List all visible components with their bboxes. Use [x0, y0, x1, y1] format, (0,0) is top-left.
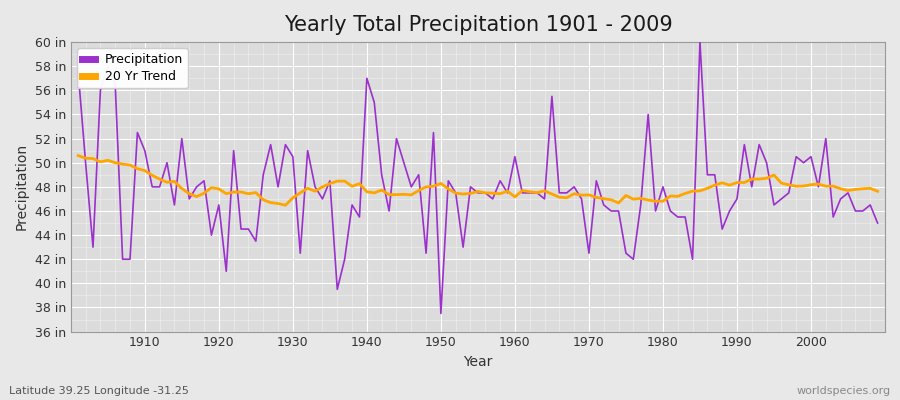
Y-axis label: Precipitation: Precipitation — [15, 143, 29, 230]
Precipitation — [695, 40, 706, 44]
X-axis label: Year: Year — [464, 355, 492, 369]
20 Yr Trend — [509, 194, 520, 199]
20 Yr Trend — [132, 166, 143, 171]
Title: Yearly Total Precipitation 1901 - 2009: Yearly Total Precipitation 1901 - 2009 — [284, 15, 672, 35]
20 Yr Trend — [73, 153, 84, 158]
Line: 20 Yr Trend: 20 Yr Trend — [78, 156, 878, 205]
Precipitation — [436, 311, 446, 316]
Text: worldspecies.org: worldspecies.org — [796, 386, 891, 396]
Line: Precipitation: Precipitation — [78, 42, 878, 314]
Legend: Precipitation, 20 Yr Trend: Precipitation, 20 Yr Trend — [77, 48, 188, 88]
20 Yr Trend — [302, 186, 313, 191]
Precipitation — [295, 251, 306, 256]
Precipitation — [339, 257, 350, 262]
Text: Latitude 39.25 Longitude -31.25: Latitude 39.25 Longitude -31.25 — [9, 386, 189, 396]
Precipitation — [132, 130, 143, 135]
20 Yr Trend — [606, 197, 616, 202]
20 Yr Trend — [346, 184, 357, 189]
Precipitation — [73, 70, 84, 75]
Precipitation — [509, 154, 520, 159]
Precipitation — [606, 208, 616, 213]
20 Yr Trend — [872, 189, 883, 194]
Precipitation — [872, 221, 883, 226]
20 Yr Trend — [280, 203, 291, 208]
Precipitation — [517, 190, 527, 195]
20 Yr Trend — [517, 188, 527, 193]
